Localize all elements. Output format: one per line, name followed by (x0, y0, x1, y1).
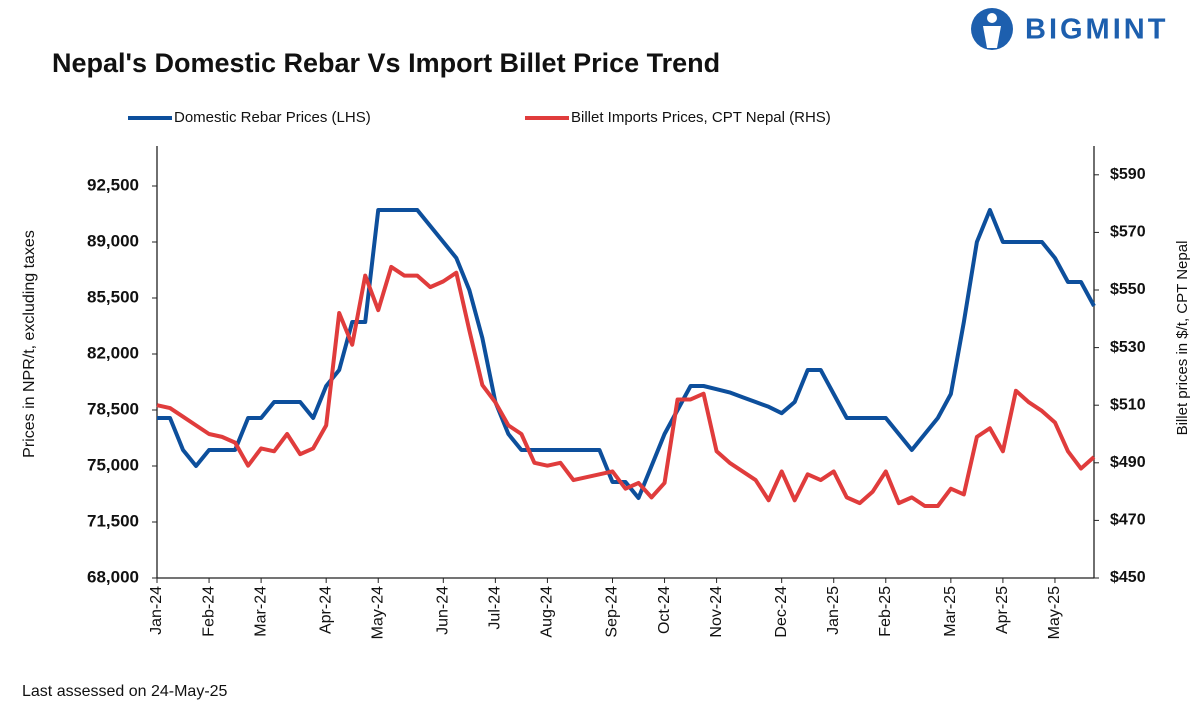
y2-tick-label: $590 (1110, 166, 1146, 183)
x-tick-label: Aug-24 (539, 586, 556, 638)
x-tick-label: Mar-24 (252, 586, 269, 637)
chart-title: Nepal's Domestic Rebar Vs Import Billet … (52, 48, 720, 78)
y2-tick-label: $550 (1110, 281, 1146, 298)
logo: BIGMINT (971, 8, 1168, 50)
x-tick-label: Nov-24 (708, 586, 725, 638)
y2-tick-label: $470 (1110, 512, 1146, 529)
x-tick-label: Jan-25 (825, 586, 842, 635)
y-tick-label: 71,500 (87, 511, 139, 530)
y2-tick-label: $450 (1110, 569, 1146, 586)
legend-label: Billet Imports Prices, CPT Nepal (RHS) (571, 109, 831, 126)
logo-icon-body (983, 26, 1001, 48)
x-tick-label: Jan-24 (148, 586, 165, 635)
logo-text: BIGMINT (1025, 14, 1168, 46)
x-tick-label: Apr-24 (317, 586, 334, 634)
series-line (157, 208, 1096, 500)
y2-tick-label: $510 (1110, 396, 1146, 413)
x-tick-label: Feb-24 (200, 586, 217, 637)
y-axis-label: Prices in NPR/t, excluding taxes (21, 230, 38, 458)
y2-axis-label: Billet prices in $/t, CPT Nepal (1174, 241, 1191, 436)
x-tick-label: Dec-24 (773, 586, 790, 638)
y2-tick-label: $490 (1110, 454, 1146, 471)
y-tick-label: 92,500 (87, 175, 139, 194)
y-tick-label: 89,000 (87, 231, 139, 250)
y-tick-label: 85,500 (87, 287, 139, 306)
y-tick-label: 68,000 (87, 567, 139, 586)
series-line (156, 264, 1096, 508)
x-tick-label: Apr-25 (994, 586, 1011, 634)
y2-tick-label: $570 (1110, 224, 1146, 241)
x-tick-label: Feb-25 (877, 586, 894, 637)
note: Last assessed on 24-May-25 (22, 683, 228, 700)
x-tick-label: May-24 (369, 586, 386, 639)
x-tick-label: Jun-24 (435, 586, 452, 635)
legend-label: Domestic Rebar Prices (LHS) (174, 109, 371, 126)
x-tick-label: Mar-25 (942, 586, 959, 637)
y-tick-label: 75,000 (87, 455, 139, 474)
y-tick-label: 78,500 (87, 399, 139, 418)
x-tick-label: Sep-24 (604, 586, 621, 638)
y2-tick-label: $530 (1110, 339, 1146, 356)
logo-icon-head (987, 13, 997, 23)
x-tick-label: Jul-24 (487, 586, 504, 630)
y-tick-label: 82,000 (87, 343, 139, 362)
x-tick-label: May-25 (1046, 586, 1063, 639)
x-tick-label: Oct-24 (656, 586, 673, 634)
